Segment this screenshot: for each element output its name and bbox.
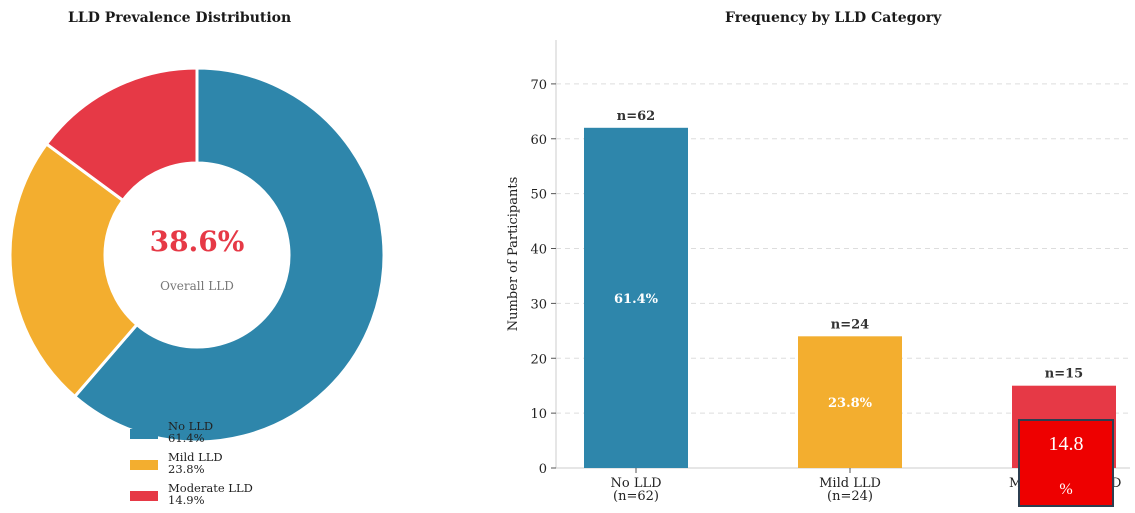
bar-no-lld xyxy=(584,127,688,469)
bar-count-label-moderate-lld: n=15 xyxy=(1045,367,1083,382)
legend-swatch-moderate-lld xyxy=(130,491,158,501)
y-tick-label: 30 xyxy=(530,297,547,312)
bar-chart-title: Frequency by LLD Category xyxy=(725,10,942,26)
legend-label-no-lld: No LLD xyxy=(168,419,214,433)
y-tick-label: 40 xyxy=(530,243,547,258)
value-overlay-box: 14.8 % xyxy=(1018,419,1114,507)
x-tick-label-no-lld-line-1: (n=62) xyxy=(613,489,659,504)
legend-pct-mild-lld: 23.8% xyxy=(168,462,205,476)
donut-chart: 38.6% Overall LLD xyxy=(8,66,386,444)
overlay-value: 14.8 xyxy=(1048,433,1084,455)
y-axis-title: Number of Participants xyxy=(506,177,521,332)
y-tick-label: 70 xyxy=(530,78,547,93)
donut-center-value: 38.6% xyxy=(150,225,245,258)
bar-percent-label-no-lld: 61.4% xyxy=(614,292,659,307)
x-tick-label-mild-lld-line-0: Mild LLD xyxy=(819,476,881,491)
legend-swatch-no-lld xyxy=(130,429,158,439)
legend-label-moderate-lld: Moderate LLD xyxy=(168,481,253,495)
bar-mild-lld xyxy=(798,336,902,468)
bar-count-label-no-lld: n=62 xyxy=(617,109,655,124)
y-tick-label: 50 xyxy=(530,188,547,203)
x-tick-label-moderate-lld-tail: D xyxy=(1111,476,1121,491)
bar-count-label-mild-lld: n=24 xyxy=(831,317,869,332)
donut-chart-title: LLD Prevalence Distribution xyxy=(68,10,292,26)
legend-pct-no-lld: 61.4% xyxy=(168,431,205,445)
y-tick-label: 10 xyxy=(530,407,547,422)
donut-slice-moderate-lld xyxy=(44,66,199,203)
bar-percent-label-mild-lld: 23.8% xyxy=(828,396,873,411)
donut-center-label: Overall LLD xyxy=(160,279,234,293)
donut-slice-mild-lld xyxy=(8,141,139,399)
overlay-percent-sign: % xyxy=(1059,481,1073,498)
x-tick-label-mild-lld-line-1: (n=24) xyxy=(827,489,873,504)
y-tick-label: 0 xyxy=(539,462,547,477)
x-tick-label-no-lld-line-0: No LLD xyxy=(610,476,661,491)
legend-swatch-mild-lld xyxy=(130,460,158,470)
bar-chart: 0 10 20 30 40 50 60 70 Number of Participants n=6… xyxy=(506,40,1130,504)
y-tick-label: 20 xyxy=(530,352,547,367)
legend-label-mild-lld: Mild LLD xyxy=(168,450,223,464)
y-tick-label: 60 xyxy=(530,133,547,148)
legend-pct-moderate-lld: 14.9% xyxy=(168,493,205,507)
